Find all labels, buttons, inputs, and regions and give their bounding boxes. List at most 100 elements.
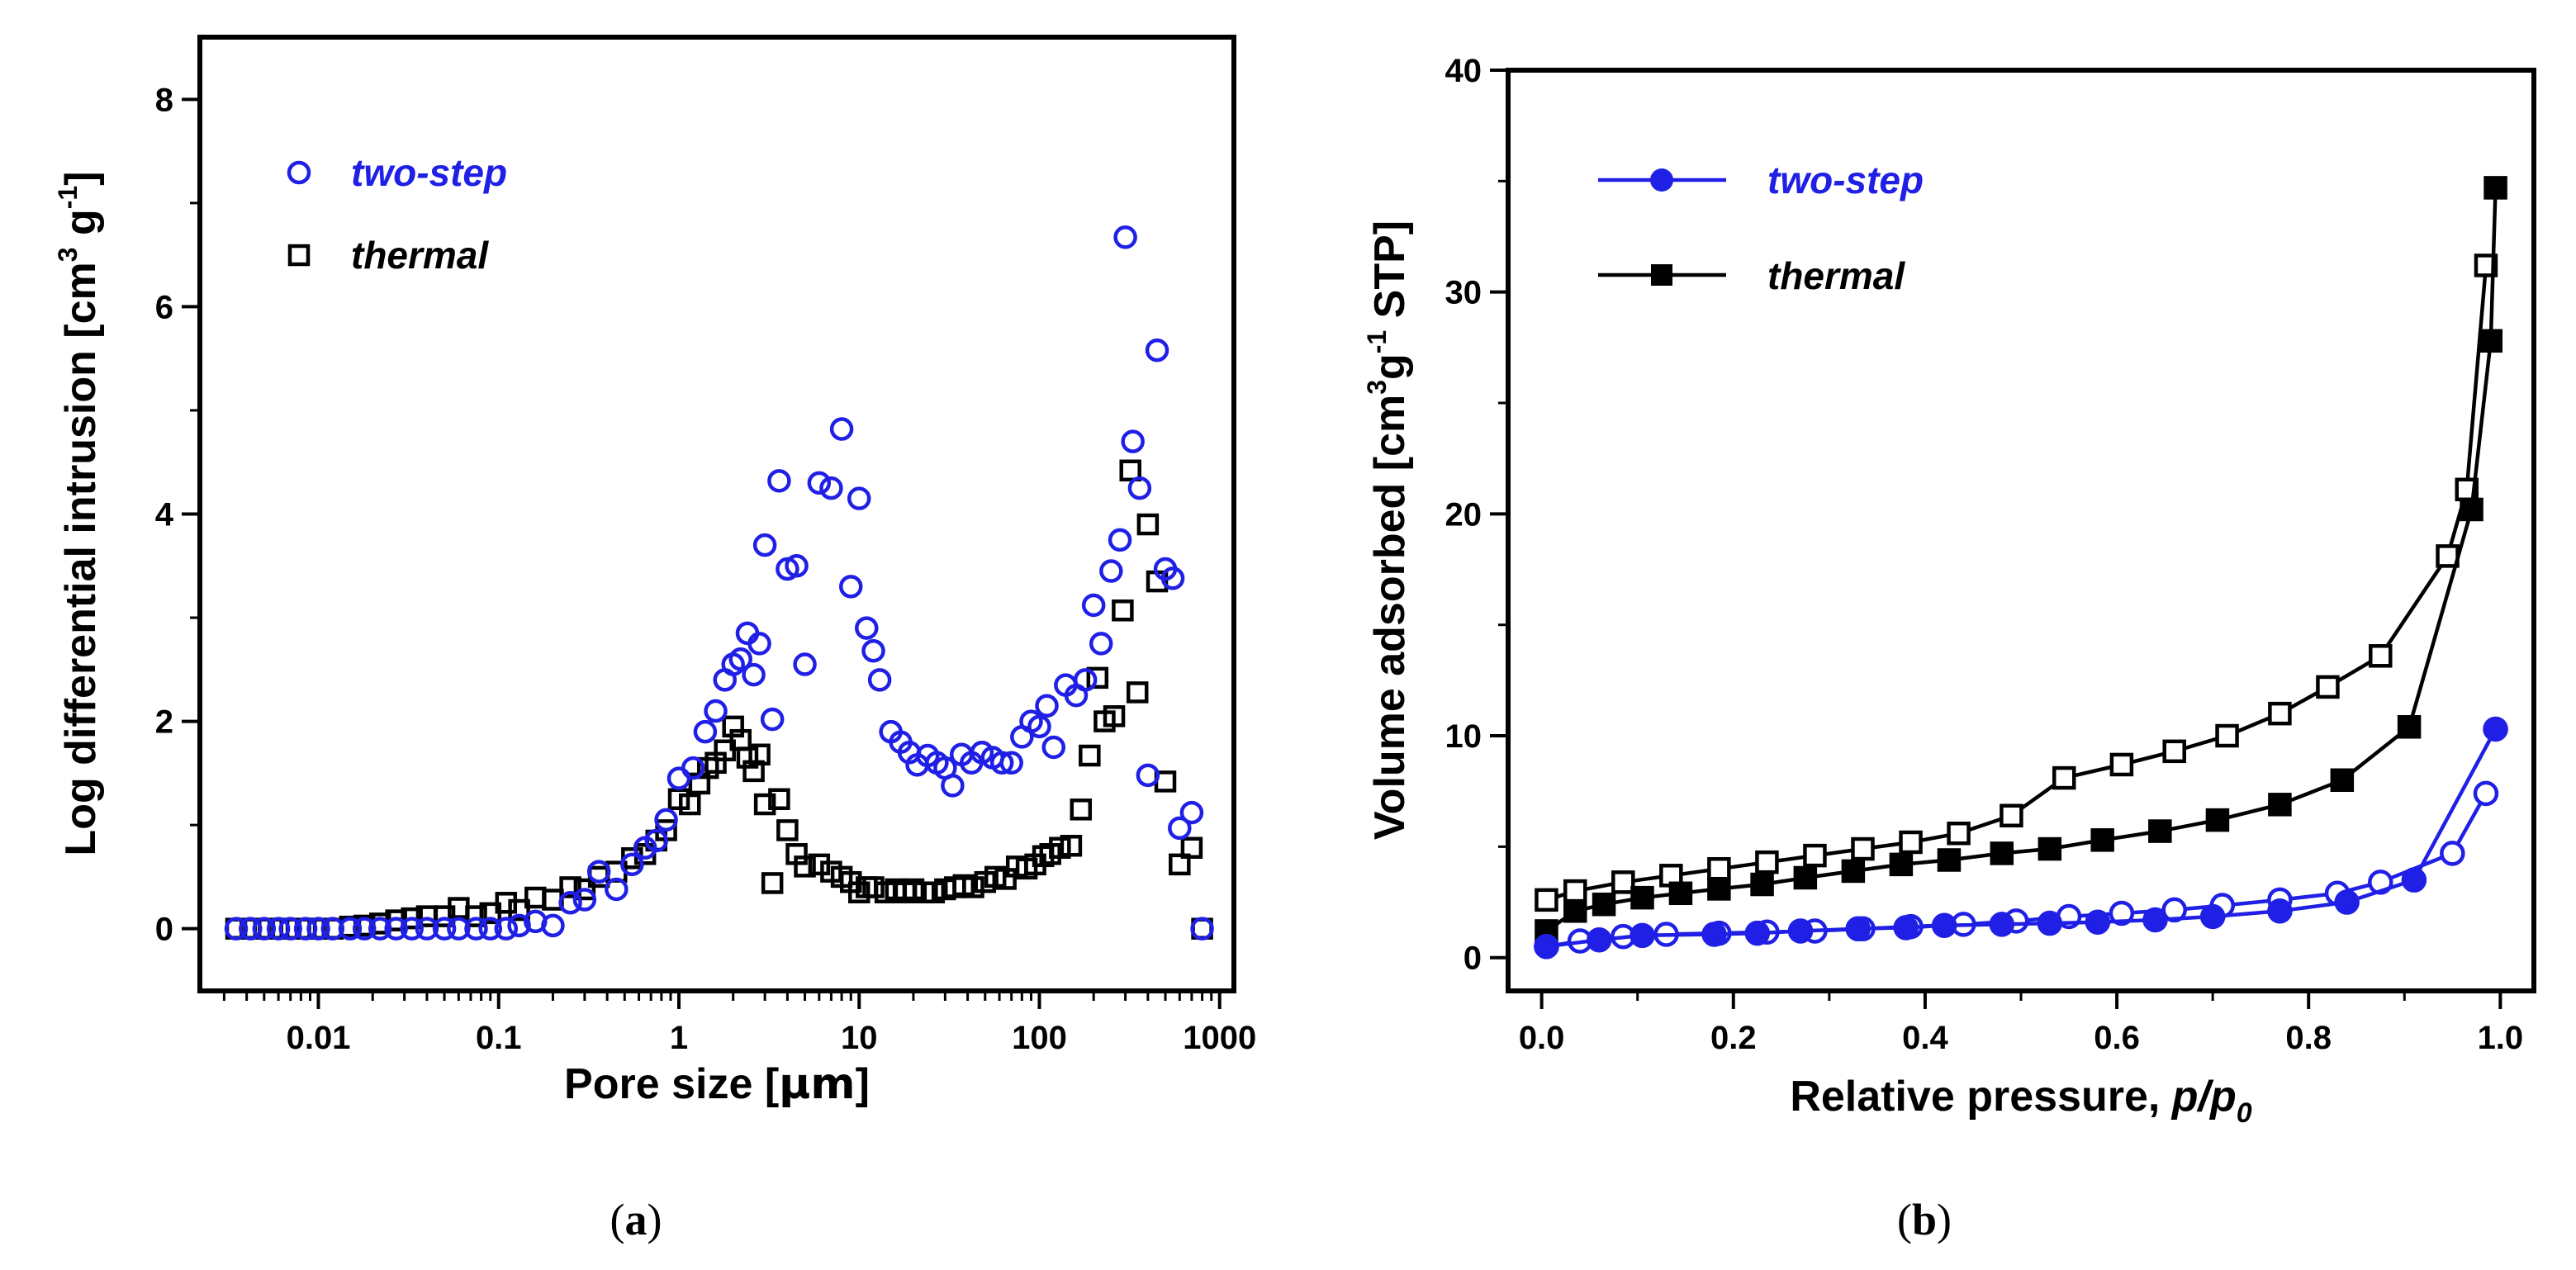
chart-b-thermal-desorption-point <box>1535 888 1558 912</box>
chart-b-legend-thermal-label: thermal <box>1767 254 1905 297</box>
chart-a-two-step-point <box>1179 800 1204 825</box>
chart-b-thermal-adsorption-point <box>1668 881 1693 906</box>
chart-b-thermal-adsorption-point <box>1592 892 1616 917</box>
chart-b-legend-thermal-marker <box>1651 264 1672 286</box>
chart-a-two-step-point <box>605 877 629 902</box>
chart-b-two-step-desorption-point <box>2440 841 2465 866</box>
chart-a-panel-label: (a) <box>610 1195 662 1244</box>
chart-a-two-step-point <box>320 917 345 941</box>
chart-b-x-tick-label: 0.0 <box>1519 1020 1565 1056</box>
chart-a-x-axis: 0.01 0.1 1 10 100 1000 <box>222 991 1256 1056</box>
chart-b-two-step-adsorption-point <box>1989 912 2015 937</box>
chart-b-y-tick-label: 40 <box>1445 53 1483 89</box>
chart-b-thermal-desorption-point <box>2316 675 2340 699</box>
chart-a-y-tick-label: 6 <box>155 289 173 325</box>
chart-b-two-step-adsorption-point <box>2267 898 2293 924</box>
chart-a-two-step-point <box>867 668 892 692</box>
chart-b-thermal-adsorption-point <box>2483 176 2507 200</box>
chart-a-thermal-point <box>559 876 581 898</box>
chart-a-x-tick-label: 100 <box>1012 1020 1067 1056</box>
chart-a-y-axis: 0 2 4 6 8 <box>155 82 200 948</box>
chart-a-two-step-point <box>400 917 424 941</box>
chart-b-two-step-adsorption-point <box>2037 910 2063 936</box>
chart-a-two-step-point <box>1168 816 1192 841</box>
chart-b-thermal-adsorption-point <box>1630 885 1654 910</box>
chart-b-thermal-adsorption-point <box>1793 865 1818 890</box>
chart-a-legend: two-step thermal <box>287 151 507 277</box>
chart-a-x-tick-label: 1 <box>670 1020 688 1056</box>
chart-b-two-step-adsorption-point <box>1845 916 1871 942</box>
chart-a-two-step-point <box>464 917 488 941</box>
chart-b-two-step-adsorption-point <box>2199 903 2226 930</box>
chart-a-thermal-point <box>776 819 799 841</box>
chart-a-two-step-point <box>941 774 965 798</box>
chart-a-y-axis-label: Log differential intrusion [cm3 g-1] <box>53 171 105 855</box>
chart-a-thermal-point <box>1119 459 1141 482</box>
chart-a-two-step-point <box>368 917 392 941</box>
chart-a-two-step-point <box>1073 668 1098 692</box>
chart-b-two-step-adsorption-point <box>2142 907 2168 933</box>
chart-a-two-step-point <box>478 917 503 941</box>
chart-b: 0.0 0.2 0.4 0.6 0.8 1.0 0 10 20 30 40 Relative pr… <box>1362 53 2536 1244</box>
chart-a-two-step-point <box>1041 735 1066 760</box>
chart-b-thermal-desorption-point <box>2109 752 2134 777</box>
chart-b-thermal-adsorption-point <box>2268 793 2292 817</box>
chart-a-y-tick-label: 8 <box>155 82 173 118</box>
chart-b-y-tick-label: 10 <box>1445 718 1483 755</box>
chart-a-two-step-point <box>793 652 817 676</box>
chart-a-two-step-point <box>693 719 718 744</box>
chart-a-two-step-point <box>847 486 871 510</box>
chart-a-two-step-point <box>306 917 330 941</box>
chart-b-two-step-adsorption-point <box>1931 912 1957 938</box>
chart-a-legend-thermal-label: thermal <box>351 234 489 277</box>
chart-a-thermal-point <box>1169 853 1191 876</box>
chart-a-two-step-point <box>586 860 611 884</box>
chart-a-two-step-point <box>620 852 644 877</box>
chart-a-thermal-point <box>994 868 1017 890</box>
chart-a-two-step-point <box>239 917 263 941</box>
chart-a-two-step-point <box>742 662 766 687</box>
chart-b-x-axis: 0.0 0.2 0.4 0.6 0.8 1.0 <box>1519 991 2523 1056</box>
chart-b-thermal-adsorption-point <box>2038 836 2062 861</box>
chart-a-two-step-point <box>1127 476 1152 500</box>
chart-a-x-tick-label: 10 <box>841 1020 878 1056</box>
chart-b-thermal-desorption-point <box>2052 765 2076 790</box>
chart-a: 0.01 0.1 1 10 100 1000 0 2 4 6 8 Pore size [μm] L… <box>53 35 1256 1244</box>
chart-b-two-step-adsorption-point <box>2334 889 2360 915</box>
chart-a-thermal-point <box>678 793 701 816</box>
chart-b-thermal-adsorption-point <box>2205 808 2230 832</box>
chart-a-x-tick-label: 0.1 <box>476 1020 522 1056</box>
chart-a-two-step-point <box>1108 528 1132 552</box>
chart-a-two-step-point <box>767 469 791 493</box>
chart-a-y-tick-label: 0 <box>155 912 173 948</box>
chart-b-thermal-adsorption-point <box>2090 828 2114 852</box>
chart-a-two-step-point <box>1113 225 1137 249</box>
chart-b-x-tick-label: 0.2 <box>1710 1020 1757 1056</box>
chart-a-thermal-point <box>1112 599 1134 622</box>
chart-a-two-step-point <box>1145 338 1169 363</box>
chart-a-two-step-point <box>266 917 291 941</box>
chart-a-thermal-point <box>962 876 984 898</box>
chart-a-thermal-point <box>1049 836 1071 859</box>
chart-a-two-step-point <box>1160 566 1185 590</box>
chart-a-thermal-point <box>794 855 816 878</box>
chart-a-two-step-point <box>704 699 728 723</box>
chart-a-two-step-point <box>855 616 879 640</box>
chart-b-thermal-desorption-point <box>1707 856 1731 881</box>
chart-b-two-step-desorption-point <box>2161 897 2187 923</box>
chart-b-two-step-adsorption-point <box>1744 920 1771 946</box>
chart-a-thermal-point <box>768 788 790 810</box>
chart-b-thermal-adsorption-point <box>1841 859 1866 884</box>
chart-a-thermal-point <box>465 905 487 927</box>
chart-a-two-step-point <box>1099 559 1123 583</box>
chart-b-thermal-adsorption-line <box>1545 187 2498 933</box>
chart-a-x-tick-label: 0.01 <box>287 1020 351 1056</box>
chart-a-two-step-point <box>989 751 1014 775</box>
chart-b-thermal-desorption-point <box>1899 830 1923 855</box>
chart-a-thermal-point <box>1136 513 1160 536</box>
chart-a-two-step-point <box>819 476 843 500</box>
chart-a-two-step-point <box>252 917 277 941</box>
chart-a-x-tick-label: 1000 <box>1183 1020 1256 1056</box>
chart-b-legend-two-step-marker <box>1650 168 1673 192</box>
